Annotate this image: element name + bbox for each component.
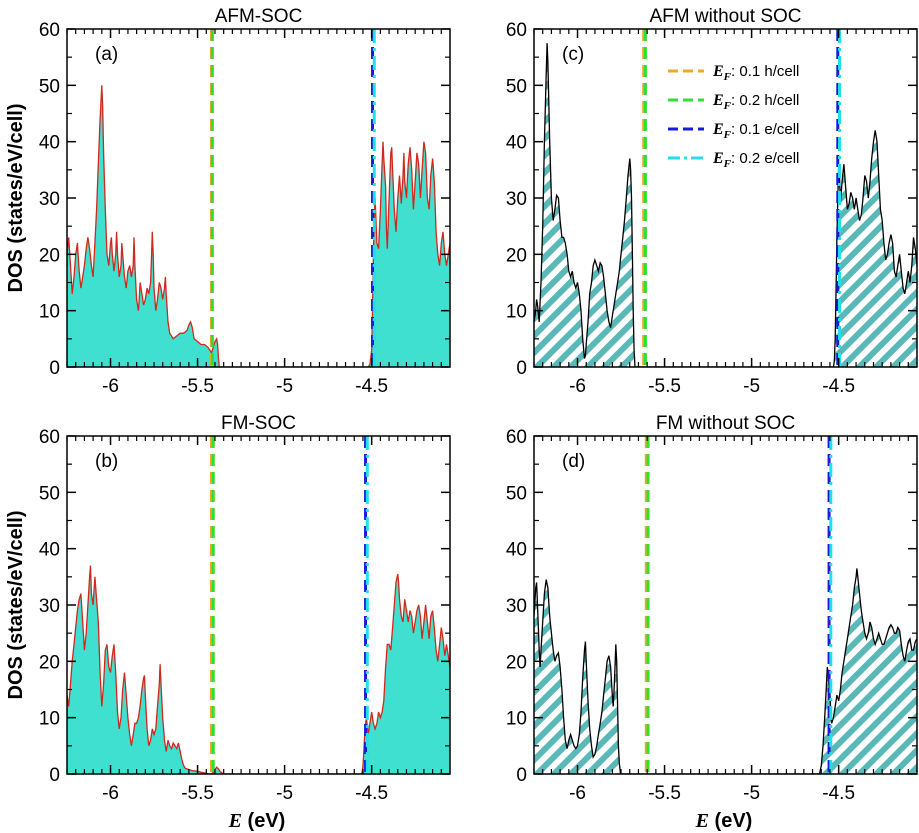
panel-d: 0 10 20 30 40 50 60 -6 -5.5 -5 -4.5 FM without SOC (…	[506, 413, 918, 804]
x-tick-label: -4.5	[355, 783, 388, 804]
legend-entry: EF: 0.1 h/cell	[712, 63, 799, 83]
x-axis-label-left: E (eV)	[228, 810, 286, 832]
y-tick-label: 30	[506, 596, 527, 617]
legend: EF: 0.1 h/cell EF: 0.2 h/cell EF: 0.1 e/ce…	[668, 63, 799, 170]
panel-label: (a)	[95, 44, 118, 65]
dos-fill	[534, 43, 917, 367]
panel-a: 0 10 20 30 40 50 60 -6 -5.5 -5 -4.5 AFM-SOC (a)	[39, 6, 451, 397]
dos-area-c	[534, 29, 917, 367]
y-tick-label: 40	[39, 540, 60, 561]
panel-label: (b)	[95, 451, 118, 472]
panel-label: (d)	[562, 451, 585, 472]
dos-fill	[67, 85, 450, 367]
y-tick-label: 20	[39, 245, 60, 266]
x-tick-label: -6	[569, 783, 586, 804]
legend-entry: EF: 0.2 h/cell	[712, 92, 799, 112]
y-tick-label: 50	[506, 76, 527, 97]
y-tick-label: 20	[39, 652, 60, 673]
x-tick-label: -5	[276, 783, 293, 804]
dos-area-a	[67, 29, 450, 367]
y-tick-label: 0	[516, 765, 527, 786]
y-tick-label: 40	[506, 133, 527, 154]
dos-fill	[67, 565, 450, 774]
x-tick-label: -4.5	[822, 783, 855, 804]
y-tick-label: 30	[39, 189, 60, 210]
dos-curve	[67, 85, 450, 367]
y-tick-label: 10	[39, 302, 60, 323]
y-tick-label: 10	[506, 302, 527, 323]
y-tick-label: 0	[516, 358, 527, 379]
x-tick-label: -5.5	[181, 376, 214, 397]
y-tick-label: 40	[39, 133, 60, 154]
x-tick-label: -5.5	[181, 783, 214, 804]
y-tick-label: 60	[506, 427, 527, 448]
panel-b: 0 10 20 30 40 50 60 -6 -5.5 -5 -4.5 FM-SOC (b)	[39, 413, 451, 804]
y-tick-label: 60	[506, 20, 527, 41]
y-axis-label-bottom: DOS (states/eV/cell)	[5, 511, 27, 700]
y-tick-label: 40	[506, 540, 527, 561]
x-tick-label: -5	[743, 783, 760, 804]
legend-entry: EF: 0.1 e/cell	[712, 121, 799, 141]
y-tick-label: 20	[506, 245, 527, 266]
y-tick-label: 50	[39, 76, 60, 97]
panel-label: (c)	[562, 44, 584, 65]
y-tick-label: 30	[39, 596, 60, 617]
panel-title: FM-SOC	[221, 413, 296, 434]
x-tick-label: -5.5	[648, 376, 681, 397]
dos-curve	[534, 43, 917, 367]
dos-curve	[67, 565, 450, 774]
y-axis-label-top: DOS (states/eV/cell)	[5, 104, 27, 293]
dos-area-b	[67, 436, 450, 774]
y-tick-label: 0	[49, 358, 60, 379]
x-tick-label: -6	[102, 376, 119, 397]
x-tick-label: -5	[276, 376, 293, 397]
panel-title: AFM without SOC	[649, 6, 801, 27]
legend-entry: EF: 0.2 e/cell	[712, 150, 799, 170]
panel-title: AFM-SOC	[215, 6, 303, 27]
panel-title: FM without SOC	[656, 413, 795, 434]
x-tick-label: -5.5	[648, 783, 681, 804]
y-tick-label: 0	[49, 765, 60, 786]
y-tick-label: 10	[39, 709, 60, 730]
y-tick-label: 30	[506, 189, 527, 210]
x-tick-label: -4.5	[822, 376, 855, 397]
y-tick-label: 60	[39, 20, 60, 41]
x-tick-label: -4.5	[355, 376, 388, 397]
panel-c: 0 10 20 30 40 50 60 -6 -5.5 -5 -4.5 AFM without SOC…	[506, 6, 918, 397]
x-tick-label: -5	[743, 376, 760, 397]
x-axis-label-right: E (eV)	[695, 810, 753, 832]
x-tick-label: -6	[569, 376, 586, 397]
y-tick-label: 60	[39, 427, 60, 448]
x-tick-label: -6	[102, 783, 119, 804]
y-tick-label: 50	[506, 483, 527, 504]
y-tick-label: 20	[506, 652, 527, 673]
dos-curve	[534, 568, 917, 774]
dos-area-d	[534, 436, 917, 774]
y-tick-label: 10	[506, 709, 527, 730]
y-tick-label: 50	[39, 483, 60, 504]
